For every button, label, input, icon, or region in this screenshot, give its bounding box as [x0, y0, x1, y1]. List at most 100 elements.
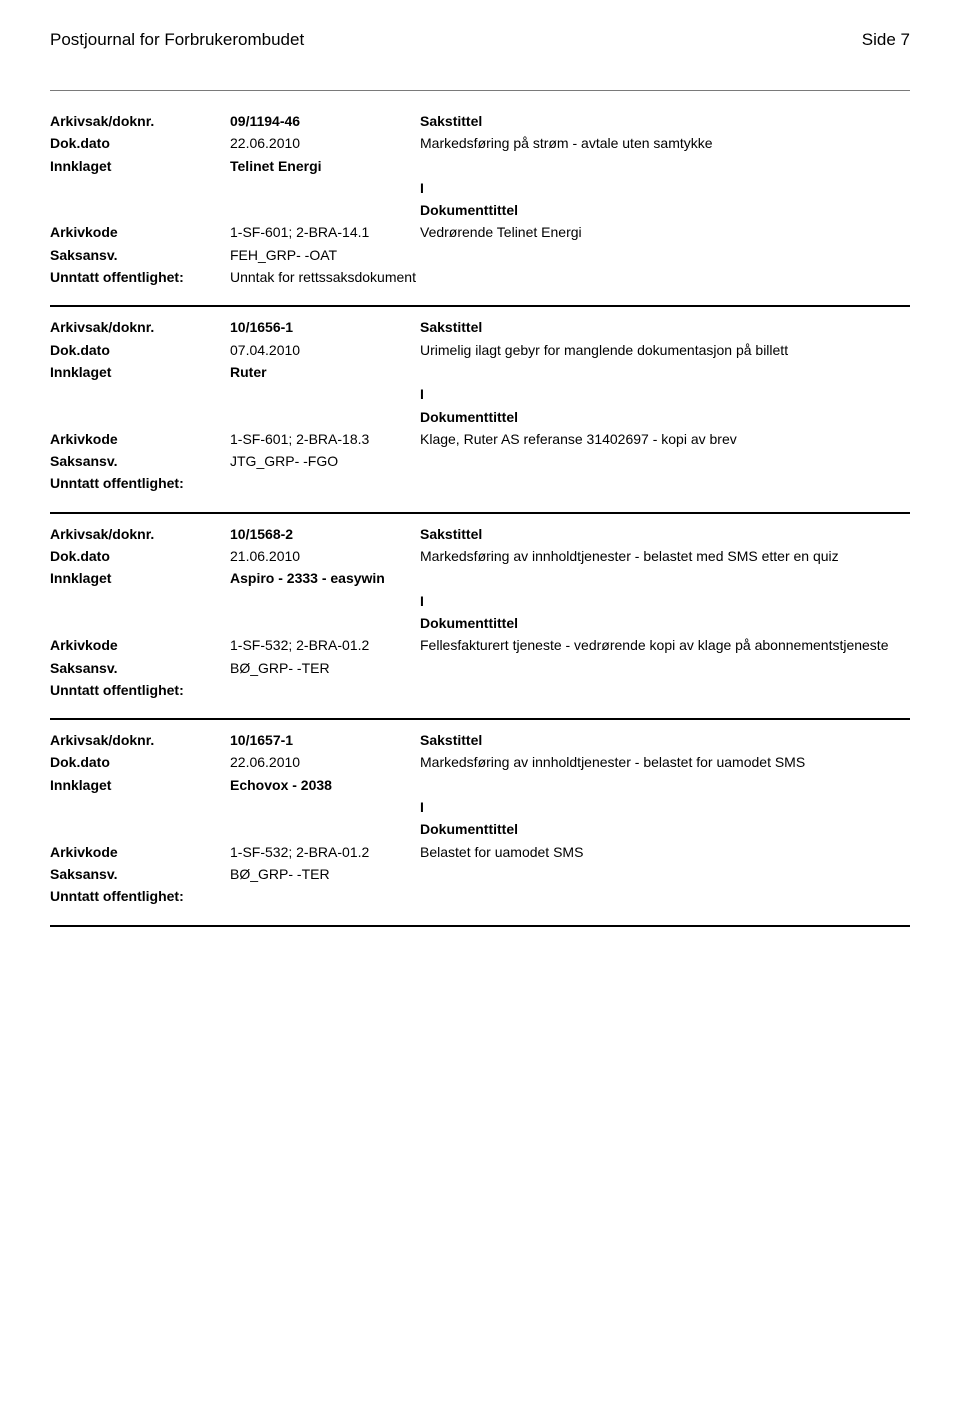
record-row: InnklagetEchovox - 2038: [50, 775, 910, 795]
record: Arkivsak/doknr.09/1194-46SakstittelDok.d…: [50, 111, 910, 287]
innklaget-value: Aspiro - 2333 - easywin: [230, 568, 420, 588]
records-container: Arkivsak/doknr.09/1194-46SakstittelDok.d…: [50, 111, 910, 927]
record-row: Dokumenttittel: [50, 200, 910, 220]
record-row: Arkivkode1-SF-532; 2-BRA-01.2Belastet fo…: [50, 842, 910, 862]
record-row: Saksansv.BØ_GRP- -TER: [50, 658, 910, 678]
dokumenttittel-value: Belastet for uamodet SMS: [420, 842, 910, 862]
page-number: Side 7: [862, 30, 910, 50]
arkivkode-label: Arkivkode: [50, 222, 230, 242]
arkivsak-value: 10/1657-1: [230, 730, 420, 750]
arkivsak-value: 10/1568-2: [230, 524, 420, 544]
arkivkode-value: 1-SF-601; 2-BRA-18.3: [230, 429, 420, 449]
record: Arkivsak/doknr.10/1568-2SakstittelDok.da…: [50, 524, 910, 700]
record-row: Unntatt offentlighet:: [50, 473, 910, 493]
sakstittel-label: Sakstittel: [420, 111, 910, 131]
record-row: Unntatt offentlighet:: [50, 680, 910, 700]
record-row: Dokumenttittel: [50, 407, 910, 427]
record-row: Saksansv.BØ_GRP- -TER: [50, 864, 910, 884]
saksansv-value: FEH_GRP- -OAT: [230, 245, 420, 265]
record-row: Arkivsak/doknr.10/1657-1Sakstittel: [50, 730, 910, 750]
record-row: Unntatt offentlighet:: [50, 886, 910, 906]
dokumenttittel-value: Klage, Ruter AS referanse 31402697 - kop…: [420, 429, 910, 449]
sakstittel-value: Urimelig ilagt gebyr for manglende dokum…: [420, 340, 910, 360]
innklaget-value: Echovox - 2038: [230, 775, 420, 795]
record-row: I: [50, 591, 910, 611]
arkivkode-label: Arkivkode: [50, 635, 230, 655]
dokumenttittel-label: Dokumenttittel: [420, 613, 910, 633]
io-label: I: [420, 797, 910, 817]
record-divider: [50, 925, 910, 927]
record-row: Arkivkode1-SF-601; 2-BRA-14.1Vedrørende …: [50, 222, 910, 242]
arkivsak-label: Arkivsak/doknr.: [50, 524, 230, 544]
divider-top: [50, 90, 910, 91]
record-row: InnklagetTelinet Energi: [50, 156, 910, 176]
unntatt-label: Unntatt offentlighet:: [50, 886, 230, 906]
arkivkode-value: 1-SF-532; 2-BRA-01.2: [230, 635, 420, 655]
record-row: Dok.dato22.06.2010Markedsføring av innho…: [50, 752, 910, 772]
dokumenttittel-value: Vedrørende Telinet Energi: [420, 222, 910, 242]
io-label: I: [420, 384, 910, 404]
record-row: Arkivsak/doknr.10/1656-1Sakstittel: [50, 317, 910, 337]
sakstittel-value: Markedsføring av innholdtjenester - bela…: [420, 546, 910, 566]
arkivsak-label: Arkivsak/doknr.: [50, 111, 230, 131]
sakstittel-value: Markedsføring av innholdtjenester - bela…: [420, 752, 910, 772]
record-row: I: [50, 797, 910, 817]
dokdato-value: 22.06.2010: [230, 133, 420, 153]
io-label: I: [420, 591, 910, 611]
record-row: Arkivsak/doknr.09/1194-46Sakstittel: [50, 111, 910, 131]
dokumenttittel-label: Dokumenttittel: [420, 407, 910, 427]
arkivkode-value: 1-SF-601; 2-BRA-14.1: [230, 222, 420, 242]
record: Arkivsak/doknr.10/1657-1SakstittelDok.da…: [50, 730, 910, 906]
record-row: Dok.dato22.06.2010Markedsføring på strøm…: [50, 133, 910, 153]
dokumenttittel-label: Dokumenttittel: [420, 200, 910, 220]
header-title: Postjournal for Forbrukerombudet: [50, 30, 304, 50]
arkivkode-label: Arkivkode: [50, 842, 230, 862]
innklaget-label: Innklaget: [50, 156, 230, 176]
record-row: I: [50, 178, 910, 198]
arkivsak-value: 10/1656-1: [230, 317, 420, 337]
arkivsak-value: 09/1194-46: [230, 111, 420, 131]
innklaget-value: Telinet Energi: [230, 156, 420, 176]
saksansv-label: Saksansv.: [50, 451, 230, 471]
saksansv-value: BØ_GRP- -TER: [230, 658, 420, 678]
record-divider: [50, 718, 910, 720]
page-header: Postjournal for Forbrukerombudet Side 7: [50, 30, 910, 50]
record-row: Saksansv.FEH_GRP- -OAT: [50, 245, 910, 265]
dokdato-value: 22.06.2010: [230, 752, 420, 772]
record-row: Saksansv.JTG_GRP- -FGO: [50, 451, 910, 471]
saksansv-value: JTG_GRP- -FGO: [230, 451, 420, 471]
unntatt-label: Unntatt offentlighet:: [50, 473, 230, 493]
dokdato-label: Dok.dato: [50, 340, 230, 360]
record-row: InnklagetRuter: [50, 362, 910, 382]
sakstittel-value: Markedsføring på strøm - avtale uten sam…: [420, 133, 910, 153]
innklaget-value: Ruter: [230, 362, 420, 382]
io-label: I: [420, 178, 910, 198]
dokumenttittel-value: Fellesfakturert tjeneste - vedrørende ko…: [420, 635, 910, 655]
unntatt-label: Unntatt offentlighet:: [50, 680, 230, 700]
arkivsak-label: Arkivsak/doknr.: [50, 317, 230, 337]
record-row: Arkivkode1-SF-532; 2-BRA-01.2Fellesfaktu…: [50, 635, 910, 655]
innklaget-label: Innklaget: [50, 775, 230, 795]
unntatt-value: Unntak for rettssaksdokument: [230, 267, 420, 287]
arkivkode-label: Arkivkode: [50, 429, 230, 449]
dokdato-value: 07.04.2010: [230, 340, 420, 360]
saksansv-label: Saksansv.: [50, 658, 230, 678]
arkivkode-value: 1-SF-532; 2-BRA-01.2: [230, 842, 420, 862]
dokdato-label: Dok.dato: [50, 752, 230, 772]
record-row: InnklagetAspiro - 2333 - easywin: [50, 568, 910, 588]
record-divider: [50, 512, 910, 514]
record-row: Dok.dato07.04.2010Urimelig ilagt gebyr f…: [50, 340, 910, 360]
saksansv-label: Saksansv.: [50, 864, 230, 884]
saksansv-label: Saksansv.: [50, 245, 230, 265]
record-row: Arkivsak/doknr.10/1568-2Sakstittel: [50, 524, 910, 544]
dokumenttittel-label: Dokumenttittel: [420, 819, 910, 839]
sakstittel-label: Sakstittel: [420, 524, 910, 544]
record-row: Dok.dato21.06.2010Markedsføring av innho…: [50, 546, 910, 566]
record-row: I: [50, 384, 910, 404]
dokdato-label: Dok.dato: [50, 546, 230, 566]
dokdato-label: Dok.dato: [50, 133, 230, 153]
innklaget-label: Innklaget: [50, 568, 230, 588]
sakstittel-label: Sakstittel: [420, 317, 910, 337]
dokdato-value: 21.06.2010: [230, 546, 420, 566]
innklaget-label: Innklaget: [50, 362, 230, 382]
